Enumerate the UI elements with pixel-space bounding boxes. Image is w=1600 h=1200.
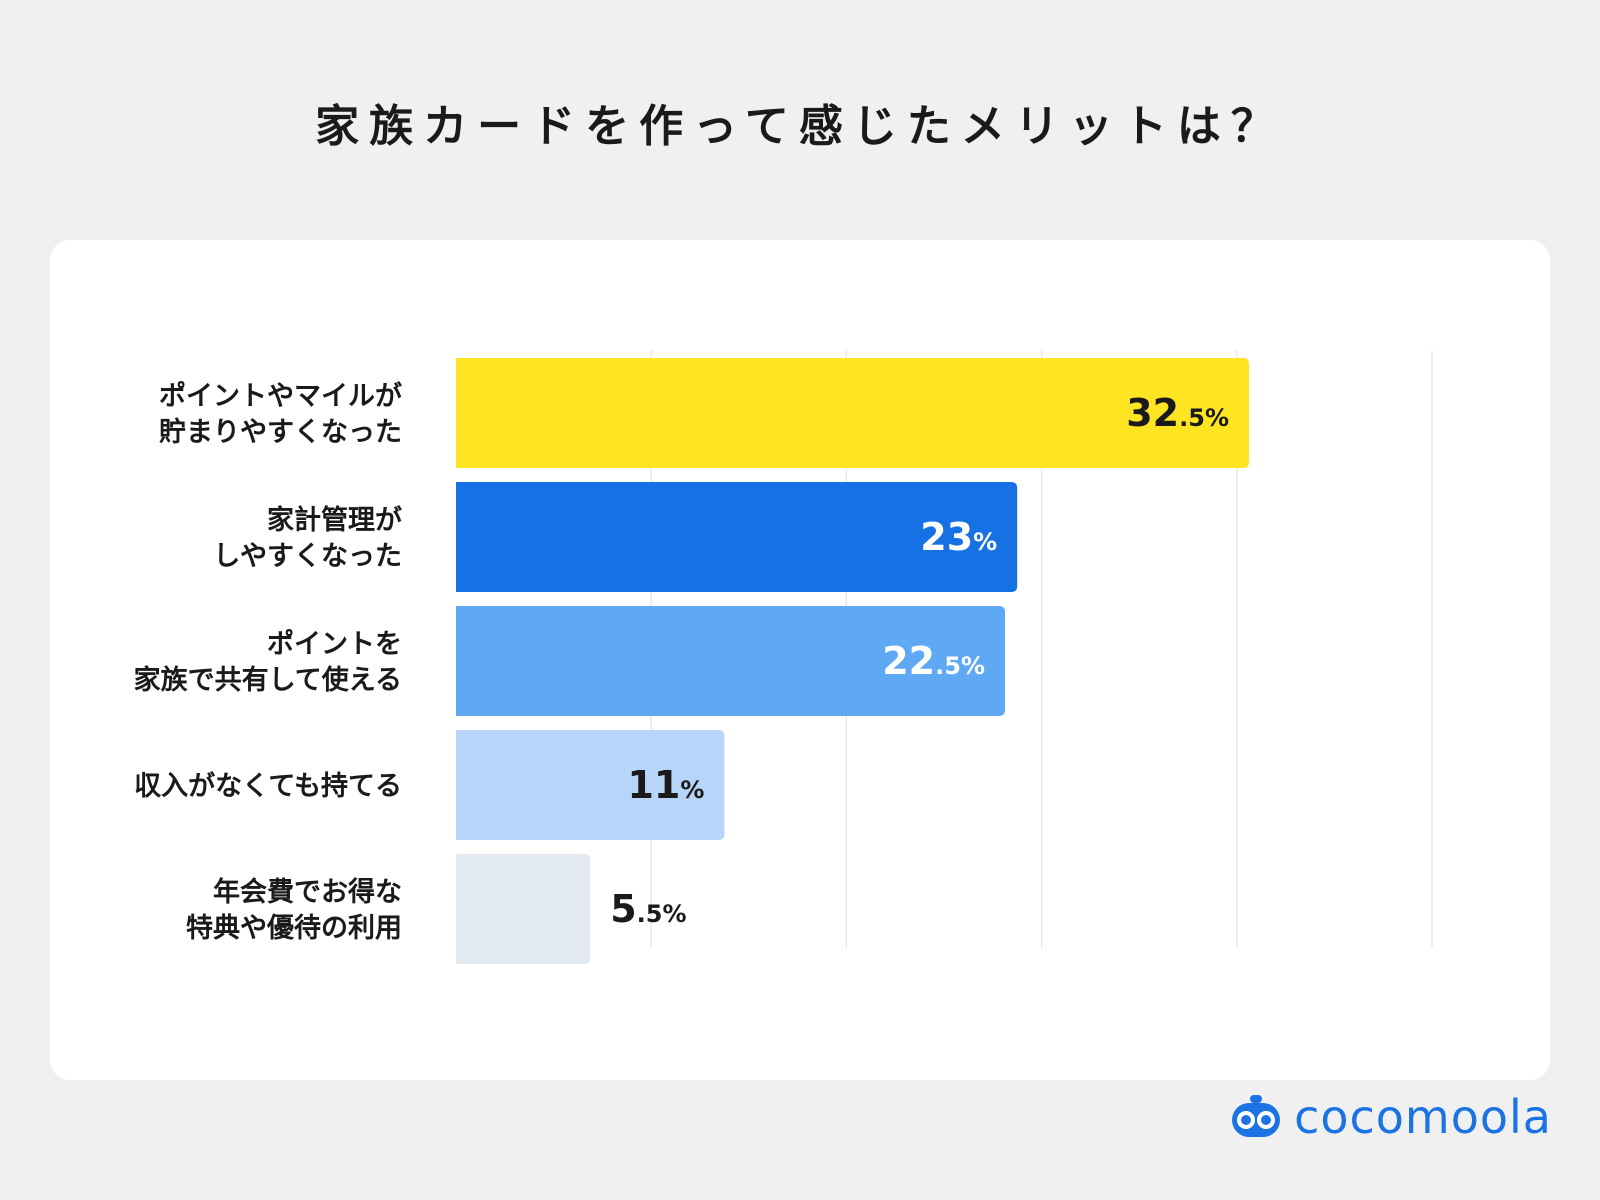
value-label: 32.5% (1126, 391, 1229, 435)
brand-logo: cocomoola (1228, 1090, 1552, 1144)
category-label: 収入がなくても持てる (134, 770, 402, 802)
chart-card: ポイントやマイルが 貯まりやすくなった 32.5% 家計管理がしやすくなった 23% ポイ… (50, 240, 1550, 1080)
category-label: ポイントやマイルが (159, 380, 402, 412)
category-label: 家族で共有して使える (134, 664, 402, 696)
category-label: 年会費でお得な (213, 876, 402, 908)
category-label: 特典や優待の利用 (186, 913, 402, 944)
robot-face-icon (1232, 1095, 1281, 1137)
category-label: しやすくなった (213, 541, 402, 572)
value-label: 11% (627, 763, 704, 807)
bar-1 (456, 358, 1249, 468)
value-label: 23% (920, 515, 997, 559)
category-label: ポイントを (267, 629, 402, 660)
chart-title: 家族カードを作って感じたメリットは？ (315, 101, 1285, 152)
bar-5 (456, 854, 591, 964)
value-label: 22.5% (882, 639, 985, 683)
bar-3 (456, 606, 1005, 716)
bar-4 (456, 730, 725, 840)
brand-name: cocomoola (1294, 1090, 1552, 1144)
value-label: 5.5% (610, 887, 686, 931)
category-label: 貯まりやすくなった (159, 417, 402, 448)
bar-2 (456, 482, 1018, 592)
category-label: 家計管理が (267, 504, 402, 536)
